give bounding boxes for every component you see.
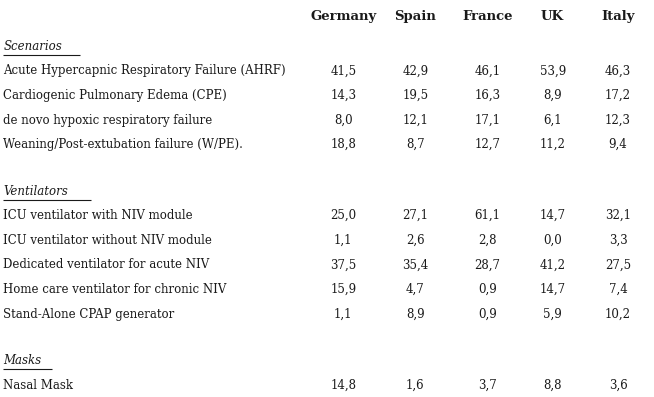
Text: 15,9: 15,9 <box>330 283 356 296</box>
Text: 3,7: 3,7 <box>478 379 496 392</box>
Text: Italy: Italy <box>601 10 635 23</box>
Text: 8,7: 8,7 <box>406 138 424 151</box>
Text: 61,1: 61,1 <box>474 209 500 222</box>
Text: 1,1: 1,1 <box>334 308 353 321</box>
Text: 0,9: 0,9 <box>478 283 496 296</box>
Text: Dedicated ventilator for acute NIV: Dedicated ventilator for acute NIV <box>3 258 209 272</box>
Text: 2,6: 2,6 <box>406 234 424 247</box>
Text: 42,9: 42,9 <box>402 64 428 77</box>
Text: Acute Hypercapnic Respiratory Failure (AHRF): Acute Hypercapnic Respiratory Failure (A… <box>3 64 286 77</box>
Text: 4,7: 4,7 <box>406 283 424 296</box>
Text: 9,4: 9,4 <box>609 138 627 151</box>
Text: Cardiogenic Pulmonary Edema (CPE): Cardiogenic Pulmonary Edema (CPE) <box>3 89 227 102</box>
Text: de novo hypoxic respiratory failure: de novo hypoxic respiratory failure <box>3 114 213 127</box>
Text: 32,1: 32,1 <box>605 209 631 222</box>
Text: Spain: Spain <box>394 10 436 23</box>
Text: Scenarios: Scenarios <box>3 40 62 53</box>
Text: 35,4: 35,4 <box>402 258 428 272</box>
Text: 41,5: 41,5 <box>330 64 356 77</box>
Text: 46,3: 46,3 <box>605 64 631 77</box>
Text: 12,3: 12,3 <box>605 114 631 127</box>
Text: 0,0: 0,0 <box>543 234 562 247</box>
Text: 14,3: 14,3 <box>330 89 356 102</box>
Text: 8,9: 8,9 <box>406 308 424 321</box>
Text: 53,9: 53,9 <box>540 64 566 77</box>
Text: 19,5: 19,5 <box>402 89 428 102</box>
Text: 5,9: 5,9 <box>543 308 562 321</box>
Text: 3,6: 3,6 <box>609 379 627 392</box>
Text: 27,1: 27,1 <box>402 209 428 222</box>
Text: Ventilators: Ventilators <box>3 185 68 198</box>
Text: 0,9: 0,9 <box>478 308 496 321</box>
Text: 3,3: 3,3 <box>609 234 627 247</box>
Text: 1,1: 1,1 <box>334 234 353 247</box>
Text: 25,0: 25,0 <box>330 209 356 222</box>
Text: France: France <box>462 10 513 23</box>
Text: 14,7: 14,7 <box>540 209 566 222</box>
Text: 8,8: 8,8 <box>543 379 562 392</box>
Text: 11,2: 11,2 <box>540 138 566 151</box>
Text: 6,1: 6,1 <box>543 114 562 127</box>
Text: 1,6: 1,6 <box>406 379 424 392</box>
Text: Stand-Alone CPAP generator: Stand-Alone CPAP generator <box>3 308 175 321</box>
Text: 14,8: 14,8 <box>330 379 356 392</box>
Text: 37,5: 37,5 <box>330 258 356 272</box>
Text: 12,1: 12,1 <box>402 114 428 127</box>
Text: 7,4: 7,4 <box>609 283 627 296</box>
Text: 16,3: 16,3 <box>474 89 500 102</box>
Text: Germany: Germany <box>310 10 377 23</box>
Text: 41,2: 41,2 <box>540 258 566 272</box>
Text: 8,0: 8,0 <box>334 114 353 127</box>
Text: ICU ventilator without NIV module: ICU ventilator without NIV module <box>3 234 212 247</box>
Text: ICU ventilator with NIV module: ICU ventilator with NIV module <box>3 209 193 222</box>
Text: 14,7: 14,7 <box>540 283 566 296</box>
Text: 17,1: 17,1 <box>474 114 500 127</box>
Text: 46,1: 46,1 <box>474 64 500 77</box>
Text: 28,7: 28,7 <box>474 258 500 272</box>
Text: 8,9: 8,9 <box>543 89 562 102</box>
Text: Nasal Mask: Nasal Mask <box>3 379 73 392</box>
Text: Weaning/Post-extubation failure (W/PE).: Weaning/Post-extubation failure (W/PE). <box>3 138 243 151</box>
Text: 17,2: 17,2 <box>605 89 631 102</box>
Text: 10,2: 10,2 <box>605 308 631 321</box>
Text: Masks: Masks <box>3 354 41 367</box>
Text: Home care ventilator for chronic NIV: Home care ventilator for chronic NIV <box>3 283 227 296</box>
Text: 12,7: 12,7 <box>474 138 500 151</box>
Text: 27,5: 27,5 <box>605 258 631 272</box>
Text: 2,8: 2,8 <box>478 234 496 247</box>
Text: UK: UK <box>541 10 564 23</box>
Text: 18,8: 18,8 <box>330 138 356 151</box>
